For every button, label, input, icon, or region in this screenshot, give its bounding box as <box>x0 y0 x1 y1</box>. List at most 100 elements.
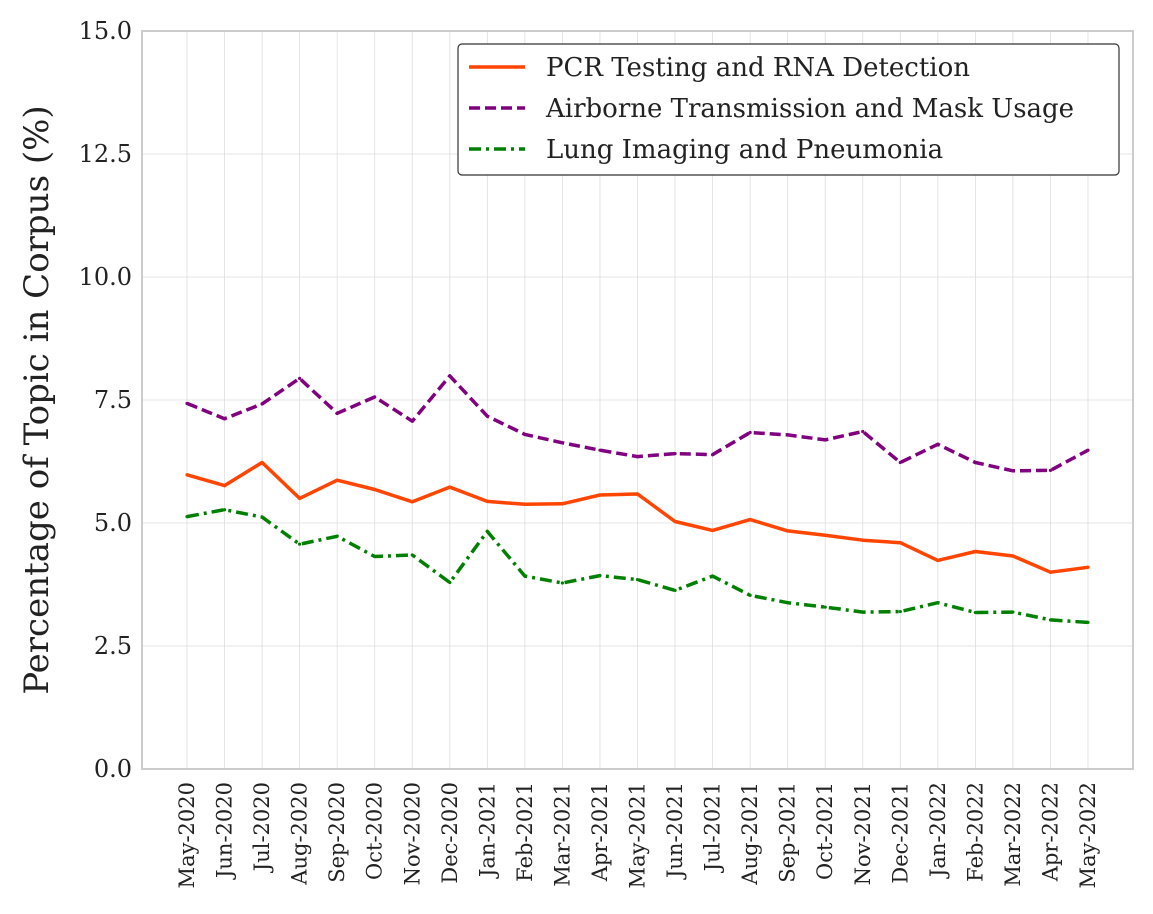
data-point <box>861 610 865 614</box>
data-point <box>898 609 902 614</box>
series-lines <box>185 374 1090 625</box>
data-point <box>1086 565 1090 569</box>
data-point <box>936 442 940 446</box>
legend-box <box>457 43 1120 176</box>
data-point <box>673 519 677 524</box>
data-point <box>222 508 227 512</box>
data-point <box>973 549 977 554</box>
data-point <box>973 610 977 615</box>
x-tick-label: Aug-2021 <box>738 782 762 886</box>
data-point <box>410 419 414 423</box>
y-tick-label: 5.0 <box>94 509 132 537</box>
data-point <box>560 581 565 585</box>
y-tick-label: 12.5 <box>79 140 132 168</box>
data-point <box>710 453 715 457</box>
data-point <box>1086 620 1090 624</box>
data-point <box>898 541 902 545</box>
plot-frame <box>141 30 1134 770</box>
data-point <box>635 454 640 459</box>
data-point <box>373 487 377 492</box>
data-point <box>298 542 302 546</box>
data-point <box>485 414 489 418</box>
data-point <box>410 500 414 504</box>
data-point <box>485 499 489 503</box>
x-tick-label: Sep-2020 <box>325 782 349 883</box>
data-point <box>523 502 527 506</box>
data-point <box>1048 570 1053 574</box>
data-point <box>823 438 827 442</box>
data-point <box>222 484 227 488</box>
data-point <box>410 553 414 557</box>
data-point <box>335 534 339 538</box>
y-tick-label: 0.0 <box>94 755 132 783</box>
data-point <box>748 517 752 522</box>
data-point <box>673 452 677 456</box>
data-point <box>335 478 339 482</box>
x-tick-label: Feb-2021 <box>513 782 537 882</box>
x-tick-label: Mar-2021 <box>550 782 574 887</box>
data-point <box>222 417 227 421</box>
data-point <box>823 533 827 537</box>
x-tick-label: Jul-2021 <box>701 782 725 873</box>
data-point <box>523 574 527 578</box>
x-tick-label: Jul-2020 <box>250 782 274 873</box>
data-point <box>786 601 790 605</box>
data-point <box>185 515 189 519</box>
y-tick-label: 7.5 <box>94 386 132 414</box>
data-point <box>260 402 264 406</box>
data-point <box>1011 469 1015 473</box>
x-axis-ticks: May-2020 Jun-2020 Jul-2020 Aug-2020 Sep-2020… <box>175 782 1100 888</box>
data-point <box>448 580 452 585</box>
x-tick-label: Apr-2021 <box>588 782 612 882</box>
x-tick-label: Oct-2021 <box>813 782 837 880</box>
data-point <box>185 401 189 406</box>
x-tick-label: Jun-2021 <box>663 782 687 880</box>
data-point <box>786 433 790 437</box>
data-point <box>973 460 977 465</box>
x-tick-label: Aug-2020 <box>288 782 312 886</box>
data-point <box>786 529 790 533</box>
legend: PCR Testing and RNA Detection Airborne Tr… <box>457 43 1120 176</box>
data-point <box>260 460 264 465</box>
data-point <box>635 577 640 582</box>
data-point <box>335 411 339 415</box>
data-point <box>936 601 940 605</box>
data-point <box>748 430 752 435</box>
x-tick-label: Jun-2020 <box>213 782 237 880</box>
data-point <box>710 574 715 578</box>
data-point <box>373 554 377 559</box>
x-tick-label: Mar-2022 <box>1001 782 1025 887</box>
data-point <box>448 485 452 489</box>
data-point <box>260 515 264 519</box>
x-tick-label: Dec-2021 <box>888 782 912 884</box>
data-point <box>598 574 602 578</box>
y-tick-label: 15.0 <box>79 17 132 45</box>
y-tick-label: 2.5 <box>94 632 132 660</box>
data-point <box>298 496 302 500</box>
x-tick-label: May-2022 <box>1076 782 1100 888</box>
x-tick-label: May-2021 <box>626 782 650 888</box>
x-tick-label: Sep-2021 <box>776 782 800 883</box>
data-point <box>673 588 677 593</box>
x-tick-label: Nov-2021 <box>851 782 875 885</box>
x-tick-label: Jan-2022 <box>926 782 950 879</box>
x-tick-label: Nov-2020 <box>400 782 424 885</box>
x-tick-label: Dec-2020 <box>438 782 462 884</box>
data-point <box>861 538 865 542</box>
data-point <box>485 529 489 533</box>
legend-label: PCR Testing and RNA Detection <box>546 53 970 83</box>
data-point <box>448 374 452 378</box>
data-point <box>635 492 640 496</box>
y-tick-label: 10.0 <box>79 263 132 291</box>
data-point <box>298 376 302 380</box>
data-point <box>823 605 827 609</box>
x-tick-label: Oct-2020 <box>363 782 387 880</box>
x-tick-label: Feb-2022 <box>963 782 987 882</box>
data-point <box>598 493 602 497</box>
x-tick-label: May-2020 <box>175 782 199 888</box>
data-point <box>560 441 565 445</box>
data-point <box>1011 554 1015 558</box>
data-point <box>861 429 865 434</box>
x-tick-label: Apr-2022 <box>1038 782 1062 882</box>
